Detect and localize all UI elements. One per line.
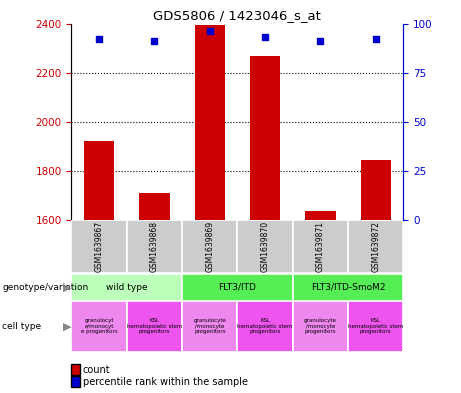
- FancyBboxPatch shape: [293, 301, 348, 352]
- Text: ▶: ▶: [63, 282, 71, 292]
- Text: FLT3/ITD: FLT3/ITD: [219, 283, 256, 292]
- FancyBboxPatch shape: [293, 220, 348, 273]
- FancyBboxPatch shape: [71, 301, 127, 352]
- Text: granulocyte
/monocyte
progenitors: granulocyte /monocyte progenitors: [193, 318, 226, 334]
- Text: percentile rank within the sample: percentile rank within the sample: [83, 377, 248, 387]
- Text: ▶: ▶: [63, 322, 71, 332]
- Point: [151, 38, 158, 44]
- Point: [372, 36, 379, 42]
- Text: GSM1639867: GSM1639867: [95, 221, 104, 272]
- Title: GDS5806 / 1423046_s_at: GDS5806 / 1423046_s_at: [154, 9, 321, 22]
- Text: GSM1639871: GSM1639871: [316, 221, 325, 272]
- Bar: [195, 25, 225, 220]
- Text: granulocyt
e/monocyt
e progenitors: granulocyt e/monocyt e progenitors: [81, 318, 118, 334]
- FancyBboxPatch shape: [293, 274, 403, 301]
- Text: GSM1639870: GSM1639870: [260, 221, 270, 272]
- Text: KSL
hematopoietic stem
progenitors: KSL hematopoietic stem progenitors: [237, 318, 293, 334]
- Text: cell type: cell type: [2, 323, 41, 331]
- Bar: [361, 160, 391, 220]
- FancyBboxPatch shape: [237, 301, 293, 352]
- Text: GSM1639872: GSM1639872: [371, 221, 380, 272]
- Point: [206, 28, 213, 35]
- FancyBboxPatch shape: [127, 220, 182, 273]
- Bar: [250, 55, 280, 220]
- FancyBboxPatch shape: [71, 220, 127, 273]
- Text: genotype/variation: genotype/variation: [2, 283, 89, 292]
- FancyBboxPatch shape: [348, 220, 403, 273]
- FancyBboxPatch shape: [182, 274, 293, 301]
- Bar: [305, 211, 336, 220]
- FancyBboxPatch shape: [71, 274, 182, 301]
- Point: [95, 36, 103, 42]
- Text: GSM1639868: GSM1639868: [150, 221, 159, 272]
- Text: wild type: wild type: [106, 283, 148, 292]
- FancyBboxPatch shape: [182, 301, 237, 352]
- Text: count: count: [83, 365, 111, 375]
- Text: granulocyte
/monocyte
progenitors: granulocyte /monocyte progenitors: [304, 318, 337, 334]
- FancyBboxPatch shape: [348, 301, 403, 352]
- Bar: [139, 193, 170, 220]
- Point: [317, 38, 324, 44]
- FancyBboxPatch shape: [182, 220, 237, 273]
- Text: GSM1639869: GSM1639869: [205, 221, 214, 272]
- Bar: [84, 141, 114, 220]
- Text: KSL
hematopoietic stem
progenitors: KSL hematopoietic stem progenitors: [127, 318, 182, 334]
- Point: [261, 34, 269, 40]
- FancyBboxPatch shape: [237, 220, 293, 273]
- FancyBboxPatch shape: [127, 301, 182, 352]
- Text: KSL
hematopoietic stem
progenitors: KSL hematopoietic stem progenitors: [348, 318, 403, 334]
- Text: FLT3/ITD-SmoM2: FLT3/ITD-SmoM2: [311, 283, 385, 292]
